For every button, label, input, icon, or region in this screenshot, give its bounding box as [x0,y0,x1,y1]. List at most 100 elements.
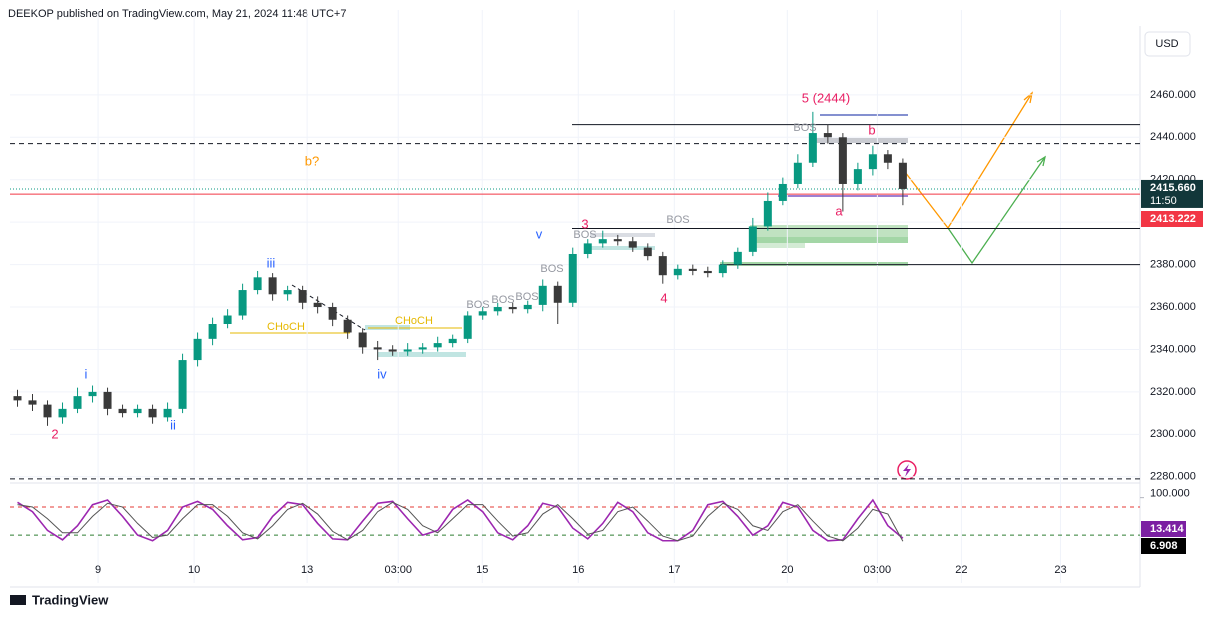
candle-body [283,290,292,295]
candle-body [58,408,67,418]
candle-body [508,307,517,310]
candle-body [178,360,187,409]
annotation: ii [170,417,176,432]
x-tick-label: 10 [188,564,200,576]
candle-body [853,169,862,184]
candle-body [313,302,322,308]
candle-body [193,338,202,361]
candle-body [538,285,547,305]
candle-body [268,277,277,295]
candle-body [763,200,772,227]
candle-body [253,277,262,291]
annotation: CHoCH [267,321,305,333]
x-tick-label: 20 [781,564,793,576]
value-badge-label: 6.908 [1150,540,1178,552]
candle-body [778,183,787,201]
annotation: BOS [540,263,563,275]
candle-body [568,253,577,303]
candle-body [388,349,397,352]
candle-body [553,285,562,303]
candle-body [478,311,487,316]
demand-zone [720,262,908,266]
candle-body [223,315,232,324]
candle-body [103,391,112,409]
candle-body [883,154,892,163]
candle-body [418,347,427,350]
candle-body [628,241,637,248]
candle-body [118,408,127,414]
x-tick-label: 03:00 [384,564,412,576]
x-tick-label: 9 [95,564,101,576]
candle-body [748,226,757,252]
annotation: v [536,226,543,241]
candle-body [688,268,697,271]
alert-badge-label: 2413.222 [1150,213,1196,225]
x-tick-label: 23 [1054,564,1066,576]
price-badge [1141,179,1203,208]
candle-body [733,251,742,265]
candle-body [838,137,847,184]
demand-zone [750,237,908,243]
candle-body [898,162,907,189]
candle-body [493,307,502,312]
value-badge-label: 13.414 [1150,523,1185,535]
demand-zone [750,243,805,248]
header: DEEKOP published on TradingView.com, May… [8,8,346,20]
arrow-head [1036,155,1046,167]
logo [10,595,26,605]
candle-body [133,408,142,414]
currency-box [1144,31,1191,57]
candle-body [808,133,817,163]
annotation: BOS [515,291,538,303]
annotation: a [835,203,843,218]
candle-body [673,268,682,276]
annotation: b [868,122,875,137]
x-tick-label: 16 [572,564,584,576]
alert-badge [1141,211,1203,227]
value-badge [1141,538,1186,554]
annotation: BOS [793,122,816,134]
candle-body [163,408,172,418]
y-tick-label: 2360.000 [1150,301,1196,313]
value-badge [1141,521,1186,537]
candle-body [43,404,52,418]
y-tick-label: 2300.000 [1150,428,1196,440]
projection-path [904,92,1033,230]
oscillator-line [17,498,904,542]
candle-body [343,319,352,333]
x-tick-label: 15 [476,564,488,576]
candle-body [598,239,607,244]
annotation: iv [377,366,387,381]
oscillator-line [17,501,904,542]
candle-body [208,324,217,339]
footer-logo: TradingView [32,592,109,607]
y-tick-label: 2340.000 [1150,343,1196,355]
annotation: 3 [581,216,588,231]
candle-body [643,247,652,257]
zone [378,352,466,357]
candle-body [523,304,532,310]
arrow-head [1023,91,1034,104]
candle-body [703,270,712,274]
demand-zone [750,225,908,237]
candle-body [718,264,727,274]
candle-body [88,391,97,397]
candle-body [358,332,367,348]
candle-body [13,396,22,401]
y-tick-label: 100.000 [1150,488,1190,500]
candle-body [238,290,247,316]
projection-path [947,156,1046,265]
annotation: iii [267,255,276,270]
x-tick-label: 22 [955,564,967,576]
candle-body [823,133,832,138]
alert-icon[interactable] [897,460,917,480]
annotation: BOS [573,229,596,241]
x-tick-label: 03:00 [864,564,892,576]
candle-body [793,162,802,184]
candle-body [403,349,412,352]
annotation: 2 [51,426,58,441]
candle-body [433,343,442,348]
candle-body [28,400,37,405]
